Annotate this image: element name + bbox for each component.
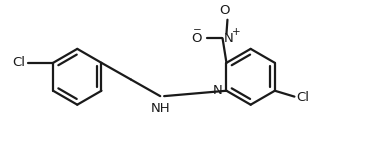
Text: −: − [193, 25, 202, 34]
Text: +: + [232, 28, 241, 37]
Text: NH: NH [150, 102, 170, 115]
Text: N: N [213, 84, 222, 97]
Text: O: O [192, 32, 202, 45]
Text: N: N [224, 32, 233, 45]
Text: O: O [219, 4, 230, 17]
Text: Cl: Cl [13, 56, 26, 69]
Text: Cl: Cl [296, 91, 310, 104]
